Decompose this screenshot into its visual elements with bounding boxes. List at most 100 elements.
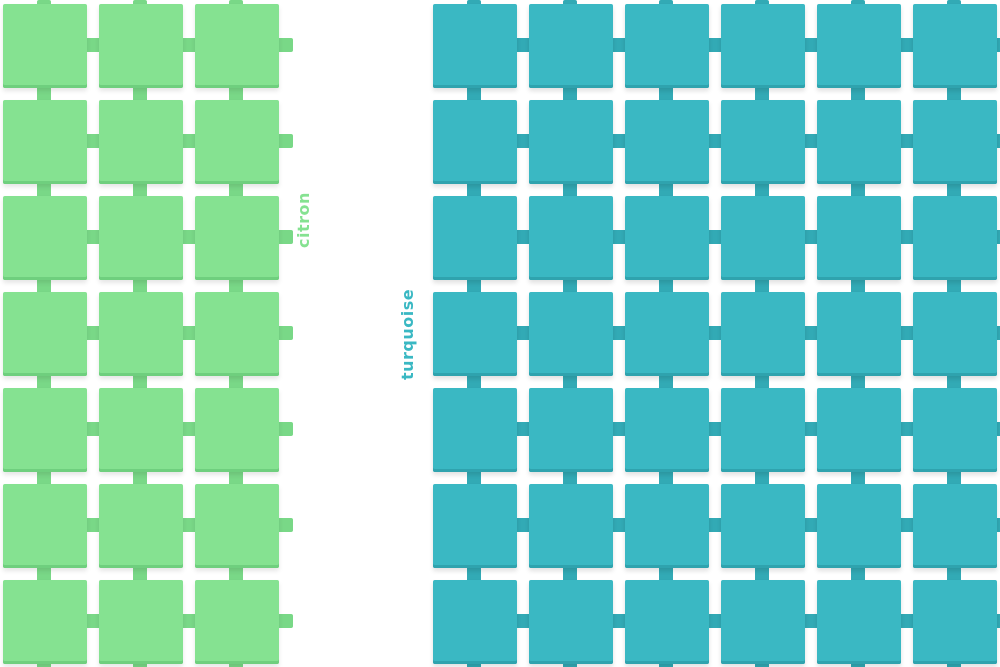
tile bbox=[817, 580, 901, 664]
tile bbox=[625, 100, 709, 184]
tile-connector bbox=[85, 326, 101, 340]
tile-connector bbox=[37, 182, 51, 198]
tile-connector bbox=[563, 182, 577, 198]
tile-connector bbox=[947, 86, 961, 102]
tile bbox=[913, 100, 997, 184]
tile-connector bbox=[37, 566, 51, 582]
tile-connector bbox=[515, 518, 531, 532]
tile-connector bbox=[803, 230, 819, 244]
tile bbox=[529, 484, 613, 568]
tile bbox=[3, 196, 87, 280]
tile-connector bbox=[181, 518, 197, 532]
tile-connector bbox=[85, 134, 101, 148]
tile bbox=[913, 4, 997, 88]
tile-connector bbox=[229, 86, 243, 102]
citron-tile-grid bbox=[0, 0, 293, 667]
tile-connector bbox=[995, 134, 1000, 148]
tile-connector bbox=[899, 518, 915, 532]
tile-connector bbox=[611, 518, 627, 532]
tile-connector bbox=[515, 230, 531, 244]
tile-connector bbox=[899, 38, 915, 52]
tile-connector bbox=[85, 38, 101, 52]
tile-connector bbox=[229, 470, 243, 486]
tile-connector bbox=[229, 0, 243, 6]
tile-connector bbox=[467, 566, 481, 582]
tile-connector bbox=[995, 422, 1000, 436]
tile-connector bbox=[133, 374, 147, 390]
tile-connector bbox=[803, 614, 819, 628]
tile bbox=[99, 100, 183, 184]
tile-connector bbox=[659, 86, 673, 102]
tile-connector bbox=[659, 374, 673, 390]
tile-connector bbox=[515, 614, 531, 628]
tile bbox=[99, 484, 183, 568]
tile bbox=[3, 484, 87, 568]
tile bbox=[625, 196, 709, 280]
tile-connector bbox=[659, 566, 673, 582]
tile bbox=[433, 292, 517, 376]
tile-connector bbox=[755, 470, 769, 486]
citron-label: citron bbox=[294, 192, 313, 248]
tile bbox=[195, 580, 279, 664]
tile-connector bbox=[947, 182, 961, 198]
tile-connector bbox=[181, 38, 197, 52]
tile-connector bbox=[277, 326, 293, 340]
tile-connector bbox=[133, 182, 147, 198]
tile-connector bbox=[133, 0, 147, 6]
tile-connector bbox=[947, 566, 961, 582]
tile bbox=[529, 100, 613, 184]
tile-connector bbox=[133, 278, 147, 294]
tile bbox=[817, 196, 901, 280]
tile bbox=[913, 388, 997, 472]
tile-connector bbox=[467, 182, 481, 198]
tile-connector bbox=[995, 326, 1000, 340]
tile-connector bbox=[563, 470, 577, 486]
tile-connector bbox=[611, 614, 627, 628]
tile-connector bbox=[707, 230, 723, 244]
tile-connector bbox=[563, 86, 577, 102]
tile-connector bbox=[467, 374, 481, 390]
tile-connector bbox=[899, 230, 915, 244]
tile bbox=[625, 388, 709, 472]
tile-connector bbox=[899, 422, 915, 436]
tile-connector bbox=[467, 0, 481, 6]
tile bbox=[817, 292, 901, 376]
tile-connector bbox=[277, 518, 293, 532]
tile bbox=[433, 484, 517, 568]
tile-connector bbox=[37, 278, 51, 294]
tile bbox=[195, 292, 279, 376]
tile-connector bbox=[947, 374, 961, 390]
tile-connector bbox=[611, 230, 627, 244]
tile-connector bbox=[995, 230, 1000, 244]
tile-connector bbox=[755, 566, 769, 582]
tile-connector bbox=[851, 278, 865, 294]
tile-connector bbox=[181, 422, 197, 436]
tile bbox=[3, 100, 87, 184]
tile bbox=[195, 100, 279, 184]
tile bbox=[195, 388, 279, 472]
tile bbox=[721, 580, 805, 664]
tile-connector bbox=[755, 0, 769, 6]
tile-connector bbox=[563, 566, 577, 582]
tile-connector bbox=[37, 86, 51, 102]
tile bbox=[195, 4, 279, 88]
tile bbox=[99, 580, 183, 664]
tile bbox=[817, 100, 901, 184]
tile bbox=[433, 4, 517, 88]
tile bbox=[913, 196, 997, 280]
tile-connector bbox=[611, 326, 627, 340]
tile-connector bbox=[995, 518, 1000, 532]
tile-connector bbox=[515, 134, 531, 148]
tile bbox=[3, 292, 87, 376]
tile-connector bbox=[947, 470, 961, 486]
tile-connector bbox=[37, 0, 51, 6]
tile bbox=[913, 484, 997, 568]
tile-connector bbox=[277, 230, 293, 244]
tile-connector bbox=[515, 326, 531, 340]
tile-connector bbox=[229, 566, 243, 582]
tile-connector bbox=[229, 662, 243, 667]
tile bbox=[529, 4, 613, 88]
tile-connector bbox=[659, 470, 673, 486]
tile bbox=[817, 4, 901, 88]
tile-connector bbox=[947, 0, 961, 6]
